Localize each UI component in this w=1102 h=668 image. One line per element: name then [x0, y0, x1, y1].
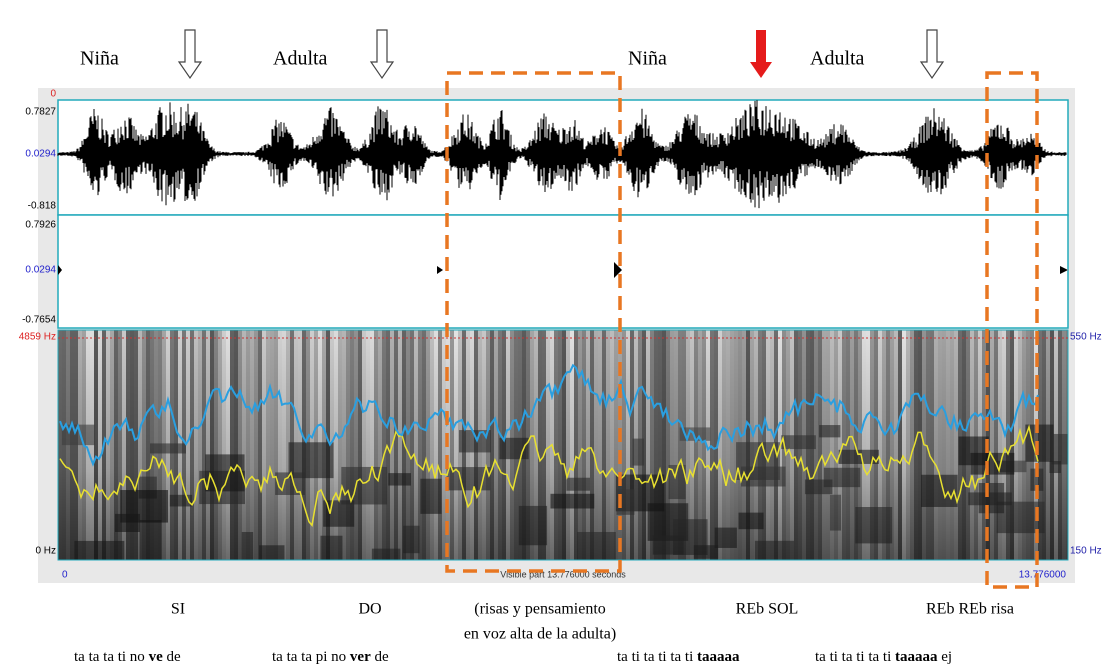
arrow — [369, 29, 395, 80]
note-label: (risas y pensamiento — [474, 601, 606, 618]
lyric-part: ver — [350, 649, 371, 665]
lyric-part: ta ta ta ti no — [74, 649, 149, 665]
waveform-1 — [57, 100, 1067, 209]
amplitude-label: 0.0294 — [25, 149, 56, 160]
note-label: en voz alta de la adulta) — [464, 626, 616, 643]
time-label: 0 — [62, 570, 68, 581]
pitch-label: 150 Hz — [1070, 546, 1102, 557]
lyric-line: ta ti ta ti ta ti taaaaa — [617, 649, 740, 665]
time-label: 13.776000 — [1019, 570, 1067, 581]
arrow-highlight — [750, 30, 772, 78]
speaker-label: Adulta — [810, 48, 865, 70]
speaker-label: Niña — [80, 48, 119, 70]
spectrogram-frame — [57, 329, 1069, 561]
highlight-box — [445, 71, 622, 573]
spectrogram-shade — [58, 330, 1068, 560]
lyric-part: ta ta ta pi no — [272, 649, 350, 665]
frequency-label: 4859 Hz — [19, 332, 56, 343]
lyric-part: ve — [149, 649, 164, 665]
amplitude-label: 0.0294 — [25, 265, 56, 276]
lyric-part: de — [163, 649, 181, 665]
lyric-part: ej — [937, 649, 952, 665]
spectrogram — [58, 330, 1068, 560]
waveform-2-panel — [57, 214, 1069, 329]
pitch-track — [59, 363, 1039, 467]
lyric-line: ta ti ta ti ta ti taaaaa ej — [815, 649, 952, 665]
lyric-line: ta ta ta ti no ve de — [74, 649, 181, 665]
note-label: DO — [358, 601, 381, 618]
arrow — [919, 29, 945, 80]
amplitude-label: -0.818 — [28, 201, 57, 212]
lyric-part: ta ti ta ti ta ti — [617, 649, 697, 665]
lyric-part: taaaaa — [895, 649, 938, 665]
lyric-part: ta ti ta ti ta ti — [815, 649, 895, 665]
speaker-label: Adulta — [273, 48, 328, 70]
arrow — [177, 29, 203, 80]
lyric-part: taaaaa — [697, 649, 740, 665]
cursor-label: 0 — [50, 89, 56, 100]
note-label: SI — [171, 601, 185, 618]
note-label: REb REb risa — [926, 601, 1014, 618]
pitch-track — [59, 424, 1039, 528]
amplitude-label: 0.7827 — [25, 107, 56, 118]
amplitude-label: 0.7926 — [25, 220, 56, 231]
highlight-box — [985, 71, 1039, 589]
frequency-label: 0 Hz — [35, 546, 56, 557]
visible-part-label: Visible part 13.776000 seconds — [500, 569, 626, 579]
lyric-part: de — [371, 649, 389, 665]
amplitude-label: -0.7654 — [22, 315, 56, 326]
pitch-label: 550 Hz — [1070, 332, 1102, 343]
note-label: REb SOL — [736, 601, 799, 618]
speaker-label: Niña — [628, 48, 667, 70]
lyric-line: ta ta ta pi no ver de — [272, 649, 389, 665]
